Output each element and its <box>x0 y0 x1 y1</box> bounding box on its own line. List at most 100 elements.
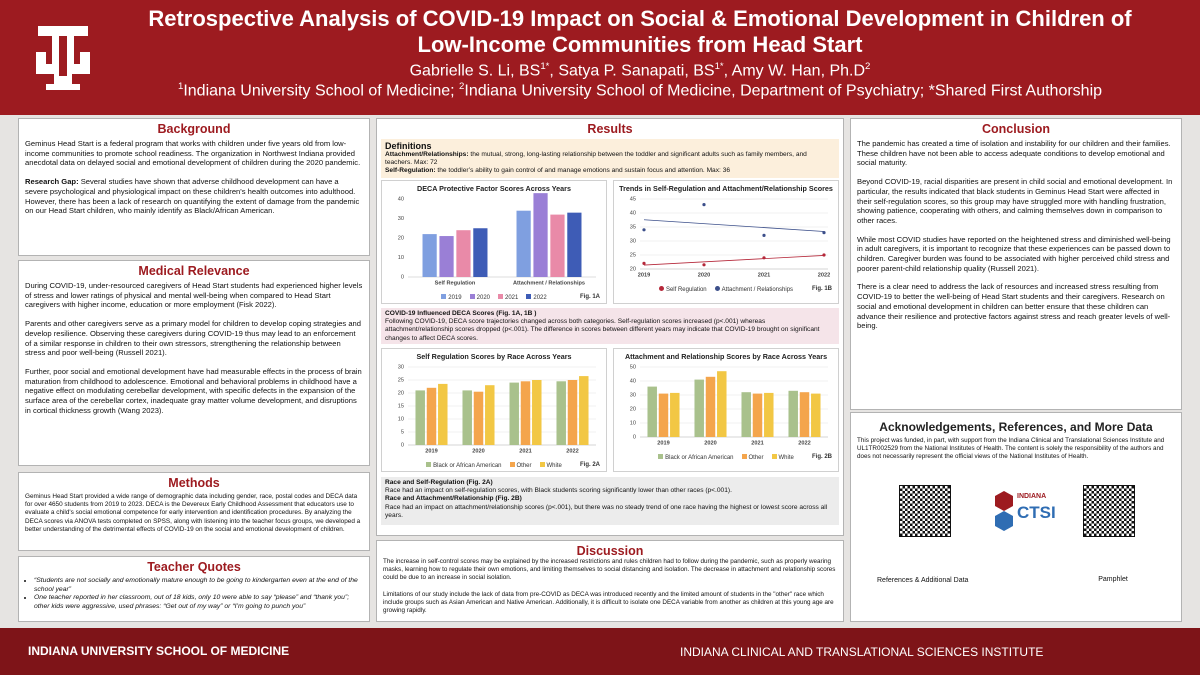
paragraph: Geminus Head Start is a federal program … <box>25 139 361 168</box>
legend-item: Other <box>509 462 532 469</box>
bar <box>520 381 531 445</box>
legend-label: Black or African American <box>665 455 734 461</box>
paragraph: During COVID-19, under-resourced caregiv… <box>25 281 363 310</box>
legend-item: 2020 <box>469 294 490 301</box>
bar <box>415 390 425 445</box>
quote-list: “Students are not socially and emotional… <box>25 577 363 612</box>
affiliation: *Shared First Authorship <box>928 82 1103 100</box>
bar <box>705 376 716 437</box>
paragraph: This project was funded, in part, with s… <box>857 437 1165 461</box>
section-title: Background <box>157 122 231 136</box>
legend-label: 2022 <box>533 295 547 301</box>
section-title: Acknowledgements, References, and More D… <box>879 420 1153 434</box>
y-tick-label: 0 <box>401 274 404 280</box>
y-tick-label: 45 <box>630 196 636 202</box>
qr-code[interactable] <box>1083 485 1135 537</box>
legend-label: Other <box>516 463 532 469</box>
iu-logo <box>36 26 90 90</box>
section-title: Conclusion <box>981 122 1051 136</box>
footer-text: INDIANA UNIVERSITY SCHOOL OF MEDICINE <box>28 644 290 658</box>
figure-label: Fig. 2B <box>811 454 832 460</box>
text: Several studies have shown that adverse … <box>25 177 360 216</box>
legend-swatch <box>771 454 777 459</box>
qr-code[interactable] <box>899 485 951 537</box>
legend-swatch <box>658 286 664 291</box>
x-tick-label: 2020 <box>704 440 716 446</box>
figure-label: Fig. 2A <box>579 462 600 468</box>
x-tick-label: 2019 <box>425 448 437 454</box>
y-tick-label: 10 <box>630 420 636 426</box>
bar <box>473 391 484 445</box>
bar <box>439 236 454 277</box>
paragraph: While most COVID studies have reported o… <box>857 234 1171 273</box>
x-tick-label: 2022 <box>566 448 578 454</box>
point <box>642 261 646 265</box>
author-sup: 1* <box>540 61 550 72</box>
bar <box>422 234 437 277</box>
section-title: Results <box>587 122 633 136</box>
footer-text: INDIANA CLINICAL AND TRANSLATIONAL SCIEN… <box>680 645 1044 659</box>
qr-label: References & Additional Data <box>877 577 969 584</box>
legend-swatch <box>509 462 515 467</box>
figure-label: Fig. 1B <box>811 286 832 292</box>
bar <box>516 210 531 277</box>
section-title: Medical Relevance <box>138 264 250 278</box>
methods-section: Methods Geminus Head Start provided a wi… <box>18 472 370 551</box>
legend-swatch <box>741 454 747 459</box>
logo-text: CTSI <box>1017 503 1056 522</box>
background-section: Background Geminus Head Start is a feder… <box>18 118 370 256</box>
paragraph: Parents and other caregivers serve as a … <box>25 319 361 358</box>
bar <box>694 379 704 437</box>
bar <box>532 380 542 445</box>
x-tick-label: 2022 <box>798 440 810 446</box>
x-tick-label: 2019 <box>638 272 650 278</box>
paragraph: The increase in self-control scores may … <box>383 558 836 582</box>
legend: Self Regulation Attachment / Relationship… <box>614 286 838 293</box>
quote: One teacher reported in her classroom, o… <box>34 594 363 611</box>
legend-label: White <box>546 463 562 469</box>
box-text: Race had an impact on attachment/relatio… <box>385 503 828 519</box>
bar <box>556 381 566 445</box>
box-title: COVID-19 Influenced DECA Scores (Fig. 1A… <box>385 310 537 317</box>
author-sup: 1* <box>714 61 724 72</box>
affiliation-sup: 2 <box>459 81 465 92</box>
y-tick-label: 30 <box>398 364 404 370</box>
teacher-quotes-section: Teacher Quotes “Students are not sociall… <box>18 556 370 622</box>
legend-swatch <box>539 462 545 467</box>
y-tick-label: 30 <box>398 216 404 222</box>
section-title: Discussion <box>576 544 644 558</box>
legend-label: 2020 <box>476 295 490 301</box>
legend-item: 2021 <box>498 294 518 301</box>
chart-title: DECA Protective Factor Scores Across Yea… <box>417 184 571 193</box>
x-tick-label: 2022 <box>818 272 830 278</box>
definition-term: Attachment/Relationships: <box>385 151 469 158</box>
y-tick-label: 15 <box>398 403 404 409</box>
paragraphs: During COVID-19, under-resourced caregiv… <box>25 281 363 415</box>
point <box>822 231 826 235</box>
definition: Self-Regulation: the toddler’s ability t… <box>385 167 835 175</box>
bar <box>658 393 669 437</box>
logo-mark <box>995 491 1013 531</box>
affiliations: 1Indiana University School of Medicine; … <box>130 78 1150 115</box>
point <box>762 233 766 237</box>
legend-label: Black or African American <box>433 463 502 469</box>
x-tick-label: 2021 <box>758 272 770 278</box>
paragraph: Limitations of our study include the lac… <box>383 590 834 615</box>
legend-swatch <box>426 462 432 467</box>
ctsi-logo: INDIANA CTSI <box>991 489 1061 533</box>
author-name: Gabrielle S. Li, BS <box>409 62 541 80</box>
box-title: Race and Self-Regulation (Fig. 2A) <box>385 479 493 486</box>
point <box>702 203 706 207</box>
point <box>702 263 706 267</box>
y-tick-label: 0 <box>633 434 636 440</box>
y-tick-label: 50 <box>630 364 636 370</box>
point <box>822 253 826 257</box>
footer: INDIANA UNIVERSITY SCHOOL OF MEDICINE IN… <box>0 628 1200 675</box>
quote: “Students are not socially and emotional… <box>34 577 363 594</box>
bar <box>533 193 548 277</box>
x-tick-label: 2020 <box>698 272 710 278</box>
plot: 20 25 30 35 40 45 2019 2020 2021 2022 <box>630 196 830 278</box>
logo-text: INDIANA <box>1017 493 1047 500</box>
paragraph: Research Gap: Several studies have shown… <box>25 177 363 216</box>
race-box: Race and Self-Regulation (Fig. 2A) Race h… <box>381 477 839 525</box>
